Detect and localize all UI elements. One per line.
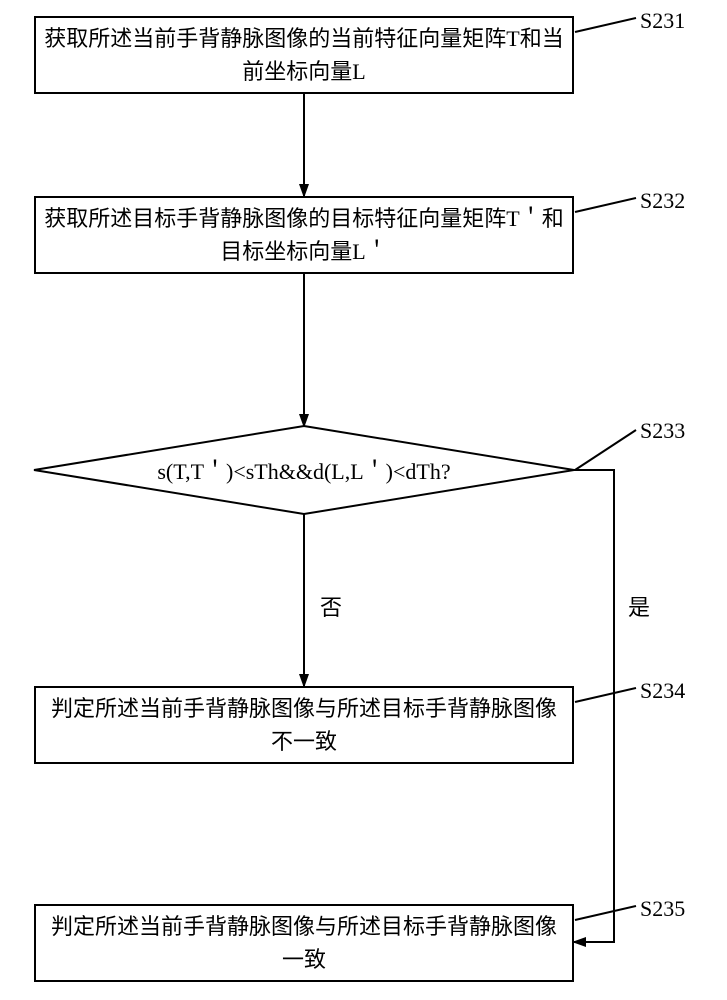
edge-label-e3_no: 否 xyxy=(320,590,342,622)
node-s231: 获取所述当前手背静脉图像的当前特征向量矩阵T和当前坐标向量L xyxy=(34,16,574,94)
leader-ld234 xyxy=(575,688,636,702)
node-s234: 判定所述当前手背静脉图像与所述目标手背静脉图像不一致 xyxy=(34,686,574,764)
leader-ld231 xyxy=(575,18,636,32)
step-label-l235: S235 xyxy=(640,896,685,922)
leader-ld235 xyxy=(575,906,636,920)
step-label-l234: S234 xyxy=(640,678,685,704)
step-label-l233: S233 xyxy=(640,418,685,444)
edge-e4_yes xyxy=(574,470,614,942)
edge-label-e4_yes: 是 xyxy=(628,590,650,622)
node-s235: 判定所述当前手背静脉图像与所述目标手背静脉图像一致 xyxy=(34,904,574,982)
node-s232: 获取所述目标手背静脉图像的目标特征向量矩阵T＇和目标坐标向量L＇ xyxy=(34,196,574,274)
flowchart-canvas: 否 是 获取所述当前手背静脉图像的当前特征向量矩阵T和当前坐标向量L 获取所述目标手背… xyxy=(0,0,727,1000)
step-label-l231: S231 xyxy=(640,8,685,34)
step-label-l232: S232 xyxy=(640,188,685,214)
leader-ld232 xyxy=(575,198,636,212)
leader-ld233 xyxy=(575,430,636,470)
node-s233 xyxy=(34,426,574,514)
